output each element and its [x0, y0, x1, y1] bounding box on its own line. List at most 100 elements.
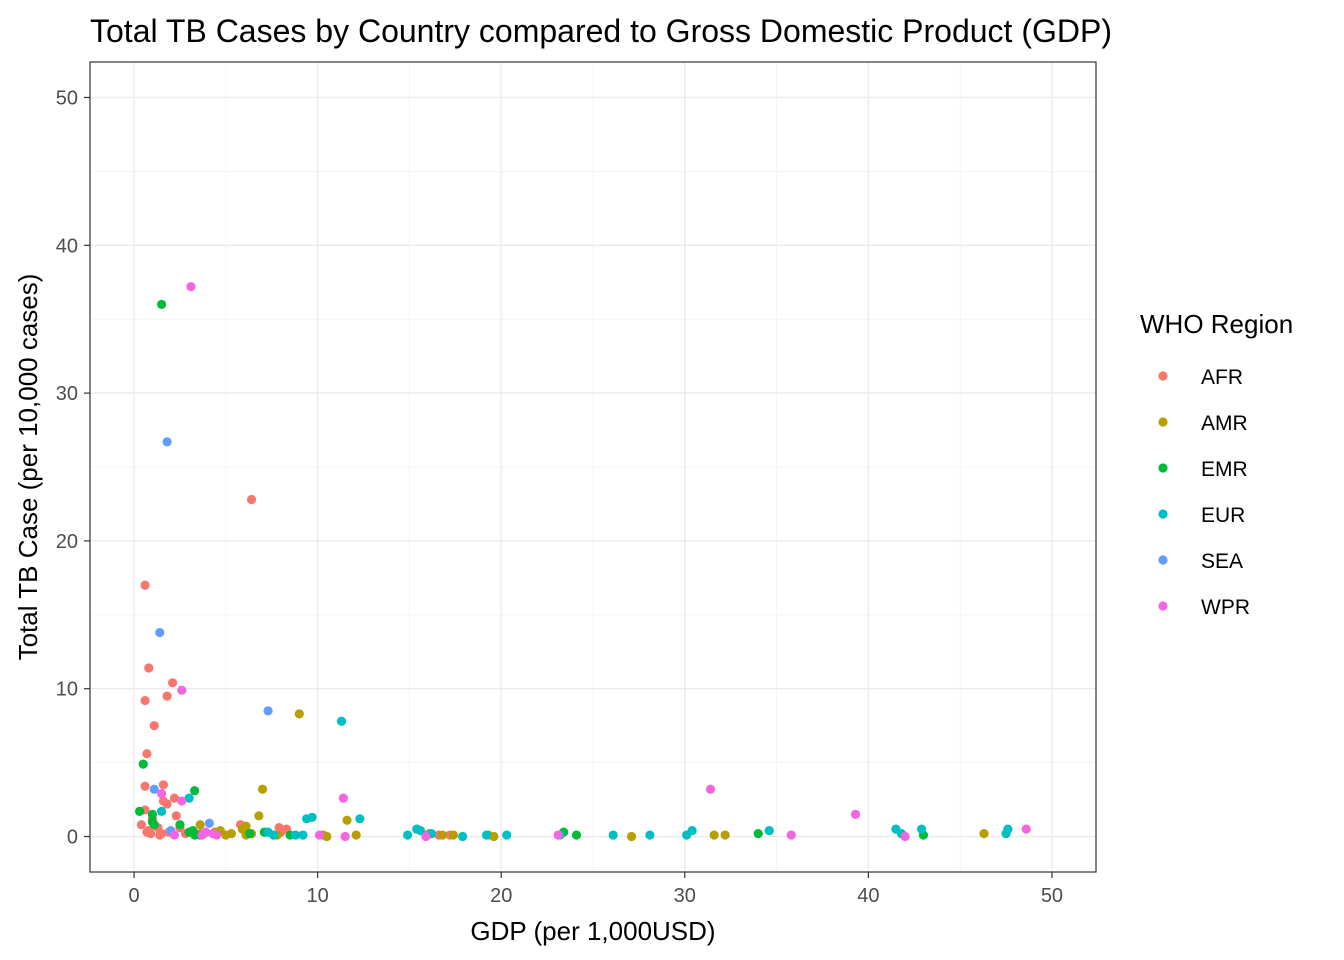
data-point: [245, 828, 255, 839]
data-point: [481, 830, 492, 840]
data-point: [156, 789, 167, 799]
data-point: [171, 811, 181, 821]
data-point: [145, 828, 156, 839]
data-point: [322, 831, 332, 842]
data-point: [149, 784, 159, 794]
data-point: [553, 830, 563, 840]
data-point: [608, 830, 618, 840]
data-point: [149, 721, 159, 731]
data-point: [158, 780, 169, 790]
y-tick-label: 50: [56, 87, 78, 109]
data-point: [221, 830, 231, 840]
data-point: [156, 806, 167, 816]
series-eur: [156, 716, 1013, 842]
data-point: [753, 828, 763, 839]
legend-key-afr: [1158, 371, 1168, 381]
data-point: [263, 706, 273, 716]
data-point: [709, 830, 719, 840]
data-point: [190, 786, 200, 796]
legend-key-wpr: [1158, 601, 1168, 611]
data-point: [140, 695, 150, 706]
data-point: [138, 759, 148, 769]
x-tick-label: 10: [307, 885, 329, 907]
data-point: [169, 793, 180, 803]
data-point: [149, 820, 159, 830]
data-point: [134, 806, 145, 816]
data-point: [571, 830, 582, 840]
legend-title: WHO Region: [1140, 309, 1293, 339]
data-point: [340, 831, 350, 842]
data-point: [136, 820, 147, 830]
data-point: [786, 830, 796, 840]
legend-label-sea: SEA: [1201, 550, 1243, 573]
data-points: [134, 282, 1031, 842]
x-tick-label: 30: [674, 885, 696, 907]
legend-label-amr: AMR: [1201, 412, 1248, 435]
data-point: [626, 831, 637, 842]
legend-key-amr: [1158, 417, 1168, 427]
data-point: [162, 691, 172, 701]
legend-label-wpr: WPR: [1201, 596, 1250, 619]
data-point: [155, 627, 165, 638]
y-tick-label: 20: [56, 531, 78, 553]
data-point: [764, 826, 774, 836]
x-tick-label: 20: [490, 885, 512, 907]
legend-key-emr: [1158, 463, 1168, 473]
legend-items: AFR AMR EMR EUR SEA WPR: [1158, 366, 1250, 619]
x-axis: 0 10 20 30 40 50: [128, 872, 1063, 907]
data-point: [162, 799, 172, 809]
series-afr: [136, 494, 455, 840]
data-point: [212, 830, 222, 840]
data-point: [687, 826, 697, 836]
data-point: [437, 830, 448, 840]
data-point: [489, 831, 499, 842]
data-point: [147, 809, 158, 819]
data-point: [169, 830, 180, 840]
data-point: [1021, 824, 1031, 834]
data-point: [421, 831, 431, 842]
data-point: [314, 830, 325, 840]
data-point: [140, 580, 150, 590]
data-point: [175, 820, 185, 830]
data-point: [186, 282, 196, 292]
x-tick-label: 40: [857, 885, 879, 907]
legend: WHO Region AFR AMR EMR EUR SEA WPR: [1140, 309, 1293, 619]
data-point: [302, 814, 312, 824]
x-tick-label: 0: [128, 885, 139, 907]
y-axis-title: Total TB Case (per 10,000 cases): [13, 274, 43, 661]
data-point: [1003, 824, 1013, 834]
data-point: [140, 781, 150, 791]
y-axis: 0 10 20 30 40 50: [56, 87, 90, 849]
data-point: [336, 716, 347, 726]
legend-label-emr: EMR: [1201, 458, 1248, 481]
data-point: [850, 809, 861, 819]
data-point: [979, 828, 989, 839]
data-point: [298, 830, 308, 840]
data-point: [246, 494, 257, 505]
data-point: [204, 818, 214, 828]
data-point: [268, 830, 279, 840]
data-point: [342, 815, 352, 825]
data-point: [338, 793, 348, 803]
y-tick-label: 30: [56, 383, 78, 405]
legend-label-eur: EUR: [1201, 504, 1245, 527]
data-point: [155, 830, 165, 840]
data-point: [917, 824, 927, 834]
series-wpr: [156, 282, 1031, 842]
data-point: [177, 685, 187, 695]
x-axis-title: GDP (per 1,000USD): [470, 916, 715, 946]
data-point: [458, 831, 468, 842]
data-point: [900, 831, 910, 842]
data-point: [184, 793, 194, 803]
data-point: [144, 663, 154, 673]
data-point: [705, 784, 716, 794]
y-tick-label: 40: [56, 235, 78, 257]
data-point: [720, 830, 730, 840]
legend-key-sea: [1158, 555, 1168, 565]
series-emr: [134, 299, 929, 840]
data-point: [291, 830, 301, 840]
data-point: [254, 811, 264, 821]
chart-title: Total TB Cases by Country compared to Gr…: [90, 13, 1112, 49]
data-point: [162, 437, 172, 447]
data-point: [156, 299, 167, 310]
